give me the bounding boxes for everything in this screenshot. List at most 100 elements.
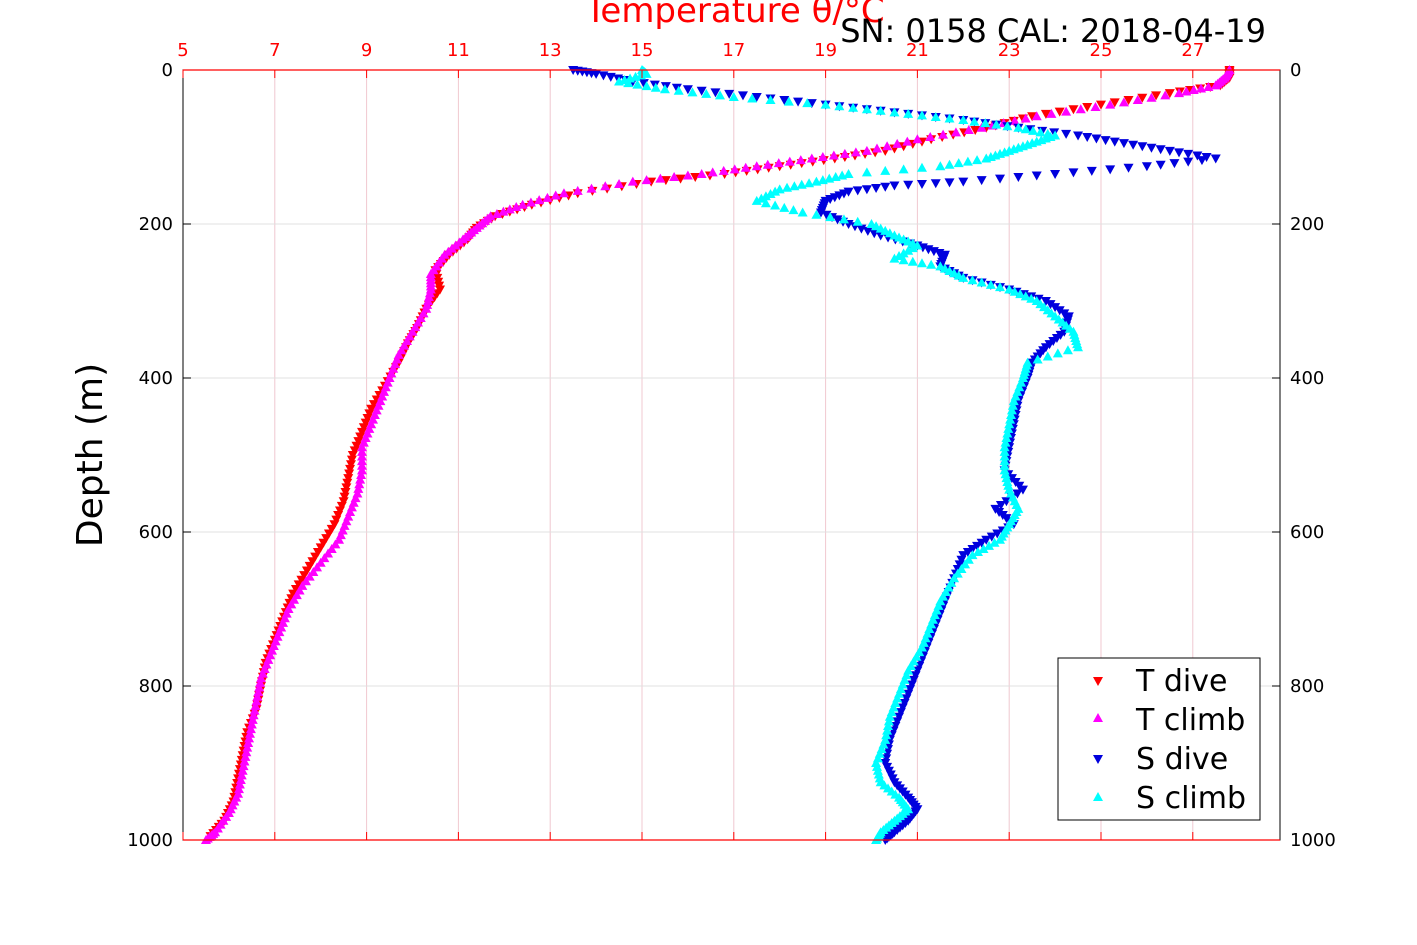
s-climb-point	[889, 253, 900, 263]
s-climb-point	[976, 277, 987, 287]
s-climb-point	[999, 451, 1010, 461]
s-dive-point	[821, 210, 832, 220]
s-climb-point	[972, 155, 983, 165]
x-tick-label: 19	[814, 40, 837, 61]
s-dive-point	[1128, 140, 1139, 150]
s-climb-point	[944, 113, 955, 123]
s-dive-point	[710, 88, 721, 98]
t-climb-point	[1105, 99, 1116, 109]
s-dive-point	[880, 182, 891, 192]
s-climb-point	[1004, 284, 1015, 294]
t-climb-point	[1132, 95, 1143, 105]
t-dive-point	[1082, 102, 1093, 112]
t-climb-point	[238, 761, 249, 771]
t-climb-point	[234, 779, 245, 789]
t-dive-point	[360, 418, 371, 428]
s-climb-point	[1003, 423, 1014, 433]
t-climb-point	[243, 737, 254, 747]
s-climb-point	[848, 102, 859, 112]
t-climb-point	[963, 125, 974, 135]
s-dive-point	[1054, 306, 1065, 316]
s-climb-point	[930, 111, 941, 121]
s-dive-point	[930, 179, 941, 189]
t-dive-point	[344, 469, 355, 479]
s-climb-point	[999, 446, 1010, 456]
t-dive-point	[1027, 112, 1038, 122]
s-dive-point	[1164, 146, 1175, 156]
s-climb-point	[811, 209, 822, 219]
t-climb-point	[1196, 83, 1207, 93]
s-climb-point	[983, 540, 994, 550]
t-climb-point	[707, 167, 718, 177]
t-dive-point	[329, 520, 340, 530]
t-climb-point	[253, 687, 264, 697]
s-climb-point	[944, 159, 955, 169]
x-tick-label: 21	[906, 40, 929, 61]
t-climb-point	[1118, 97, 1129, 107]
s-climb-point	[953, 158, 964, 168]
t-climb-point	[256, 673, 267, 683]
s-dive-point	[871, 183, 882, 193]
s-climb-point	[837, 170, 848, 180]
t-climb-point	[1020, 113, 1031, 123]
s-climb-point	[632, 79, 643, 89]
s-climb-point	[1002, 428, 1013, 438]
t-climb-point	[239, 756, 250, 766]
y-tick-label-right: 0	[1290, 60, 1301, 81]
t-climb-point	[1174, 88, 1185, 98]
legend-marker-t-climb	[1093, 713, 1103, 722]
x-tick-label: 15	[631, 40, 654, 61]
s-dive-point	[1073, 131, 1084, 141]
s-climb-point	[687, 87, 698, 97]
s-dive-point	[1118, 139, 1129, 149]
t-climb-point	[245, 724, 256, 734]
t-climb-point	[586, 183, 597, 193]
s-climb-point	[875, 105, 886, 115]
s-dive-point	[906, 680, 917, 690]
t-climb-point	[1031, 111, 1042, 121]
s-dive-point	[1109, 137, 1120, 147]
s-dive-point	[856, 224, 867, 234]
t-climb-point	[614, 178, 625, 188]
series-t-climb	[200, 65, 1235, 844]
s-dive-point	[671, 83, 682, 93]
s-dive-point	[976, 176, 987, 186]
s-climb-point	[861, 167, 872, 177]
x-tick-label: 25	[1090, 40, 1113, 61]
s-dive-point	[737, 91, 748, 101]
series-s-dive	[568, 66, 1221, 845]
s-climb-point	[880, 165, 891, 175]
t-climb-point	[925, 131, 936, 141]
t-dive-point	[1164, 89, 1175, 99]
legend-item-t-climb: T climb	[1093, 703, 1245, 738]
s-dive-point	[1059, 309, 1070, 319]
y-tick-label-left: 800	[139, 676, 173, 697]
s-dive-point	[1091, 134, 1102, 144]
t-climb-point	[976, 122, 987, 132]
y-tick-label-right: 400	[1290, 368, 1324, 389]
s-dive-point	[981, 535, 992, 545]
s-climb-point	[760, 198, 771, 208]
s-climb-point	[884, 711, 895, 721]
t-dive-point	[353, 437, 364, 447]
s-climb-point	[747, 93, 758, 103]
s-climb-point	[972, 547, 983, 557]
t-climb-point	[1203, 81, 1214, 91]
s-climb-point	[1015, 289, 1026, 299]
t-dive-point	[970, 126, 981, 136]
s-dive-point	[1050, 169, 1061, 179]
t-dive-point	[333, 511, 344, 521]
x-tick-label: 13	[539, 40, 562, 61]
t-dive-point	[1123, 96, 1134, 106]
t-dive-point	[357, 427, 368, 437]
s-climb-point	[1009, 286, 1020, 296]
s-dive-point	[1155, 160, 1166, 170]
legend-item-s-dive: S dive	[1093, 742, 1228, 777]
x-tick-label: 27	[1181, 40, 1204, 61]
s-dive-point	[1086, 166, 1097, 176]
x-tick-label: 11	[447, 40, 470, 61]
t-climb-point	[839, 148, 850, 158]
t-climb-point	[357, 460, 368, 470]
legend-label-s-climb: S climb	[1136, 781, 1246, 816]
t-dive-point	[364, 409, 375, 419]
